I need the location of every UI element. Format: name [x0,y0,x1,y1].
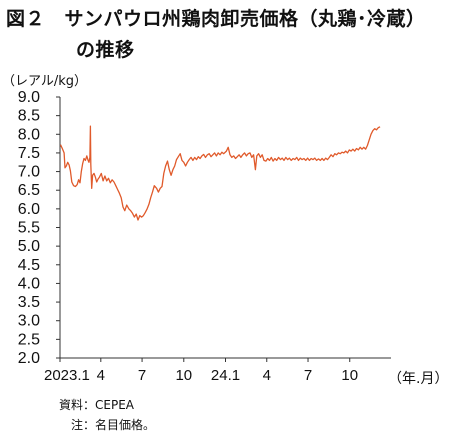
y-tick-label: 3.0 [18,313,40,330]
chart-title-line1: 図２ サンパウロ州鶏肉卸売価格（丸鶏･冷蔵） [6,8,426,30]
x-tick-label: 10 [341,367,358,384]
x-tick-label: 2023.1 [44,367,90,384]
x-tick-label: 4 [263,367,271,384]
y-tick-label: 5.0 [18,238,40,255]
y-tick-label: 6.5 [18,182,40,199]
x-axis-unit-label: （年.月） [388,371,449,387]
y-axis-ticks: 9.08.58.07.57.06.56.05.55.04.54.03.53.02… [18,89,60,367]
x-tick-label: 10 [175,367,192,384]
chart-title: 図２ サンパウロ州鶏肉卸売価格（丸鶏･冷蔵） の推移 [6,4,446,66]
source-note: 資料：CEPEA [59,398,134,412]
y-tick-label: 8.0 [18,126,40,143]
y-tick-label: 2.5 [18,331,40,348]
y-tick-label: 5.5 [18,220,40,237]
y-tick-label: 4.0 [18,275,40,292]
y-tick-label: 2.0 [18,350,40,367]
y-tick-label: 6.0 [18,201,40,218]
y-tick-label: 9.0 [18,89,40,106]
x-axis-ticks: 2023.1 4 7 10 24.1 4 7 10 [44,358,358,384]
x-tick-label: 24.1 [211,367,240,384]
y-axis-unit-label: （レアル/kg） [2,74,88,89]
footer-notes: 資料：CEPEA 注：名目価格。 [59,395,155,435]
x-tick-label: 4 [97,367,105,384]
x-tick-label: 7 [304,367,312,384]
price-series-line [59,125,381,221]
chart-title-line2: の推移 [76,39,135,61]
y-tick-label: 7.0 [18,164,40,181]
x-tick-label: 7 [138,367,146,384]
y-tick-label: 7.5 [18,145,40,162]
y-tick-label: 3.5 [18,294,40,311]
y-tick-label: 8.5 [18,108,40,125]
y-tick-label: 4.5 [18,257,40,274]
footnote: 注：名目価格。 [71,418,156,432]
